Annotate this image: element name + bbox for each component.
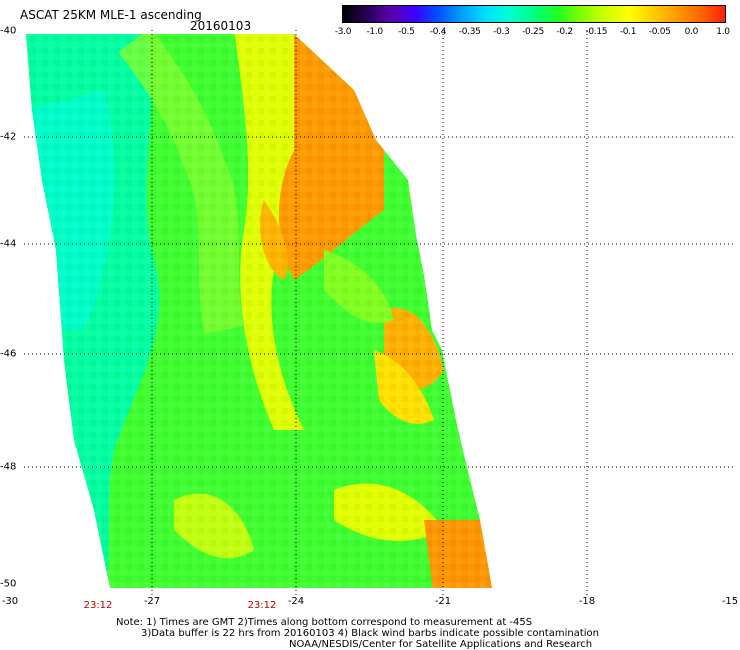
- scale-label: -0.2: [556, 27, 573, 37]
- scale-label: -0.4: [429, 27, 447, 37]
- wind-data-swath: [26, 34, 492, 588]
- color-scale-bar: [342, 5, 726, 23]
- lat-label: -50: [0, 578, 17, 590]
- scale-label: 1.0: [716, 27, 730, 37]
- lat-label: -44: [0, 238, 17, 250]
- scale-label: -3.0: [334, 27, 352, 37]
- map-title: ASCAT 25KM MLE-1 ascending: [20, 8, 202, 22]
- lon-label: -24: [287, 596, 305, 607]
- note-line-3: NOAA/NESDIS/Center for Satellite Applica…: [289, 639, 593, 650]
- lat-label: -42: [0, 131, 17, 143]
- note-line-1: Note: 1) Times are GMT 2)Times along bot…: [116, 617, 533, 628]
- lat-label: -46: [0, 348, 17, 360]
- note-line-2: 3)Data buffer is 22 hrs from 20160103 4)…: [141, 628, 599, 639]
- scale-label: -0.25: [522, 27, 544, 37]
- scale-label: -0.3: [493, 27, 510, 37]
- scale-label: 0.0: [684, 27, 699, 37]
- scale-label: -0.35: [458, 27, 481, 37]
- lon-label: -15: [721, 596, 739, 607]
- scale-label: -0.5: [398, 27, 415, 37]
- map-date: 20160103: [190, 19, 252, 33]
- lon-label: -30: [1, 596, 19, 607]
- scale-label: -1.0: [366, 27, 383, 37]
- scale-label: -0.15: [585, 27, 608, 37]
- time-label: 23:12: [83, 600, 113, 611]
- lon-label: -27: [143, 596, 161, 607]
- scale-label: -0.05: [648, 27, 671, 37]
- lat-label: -40: [0, 25, 17, 37]
- lat-label: -48: [0, 461, 17, 473]
- scatterometer-swath-map[interactable]: [24, 30, 733, 598]
- lon-label: -18: [578, 596, 596, 607]
- time-label: 23:12: [247, 600, 277, 611]
- scale-label: -0.1: [619, 27, 637, 37]
- graticule: [24, 30, 733, 598]
- lon-label: -21: [434, 596, 452, 607]
